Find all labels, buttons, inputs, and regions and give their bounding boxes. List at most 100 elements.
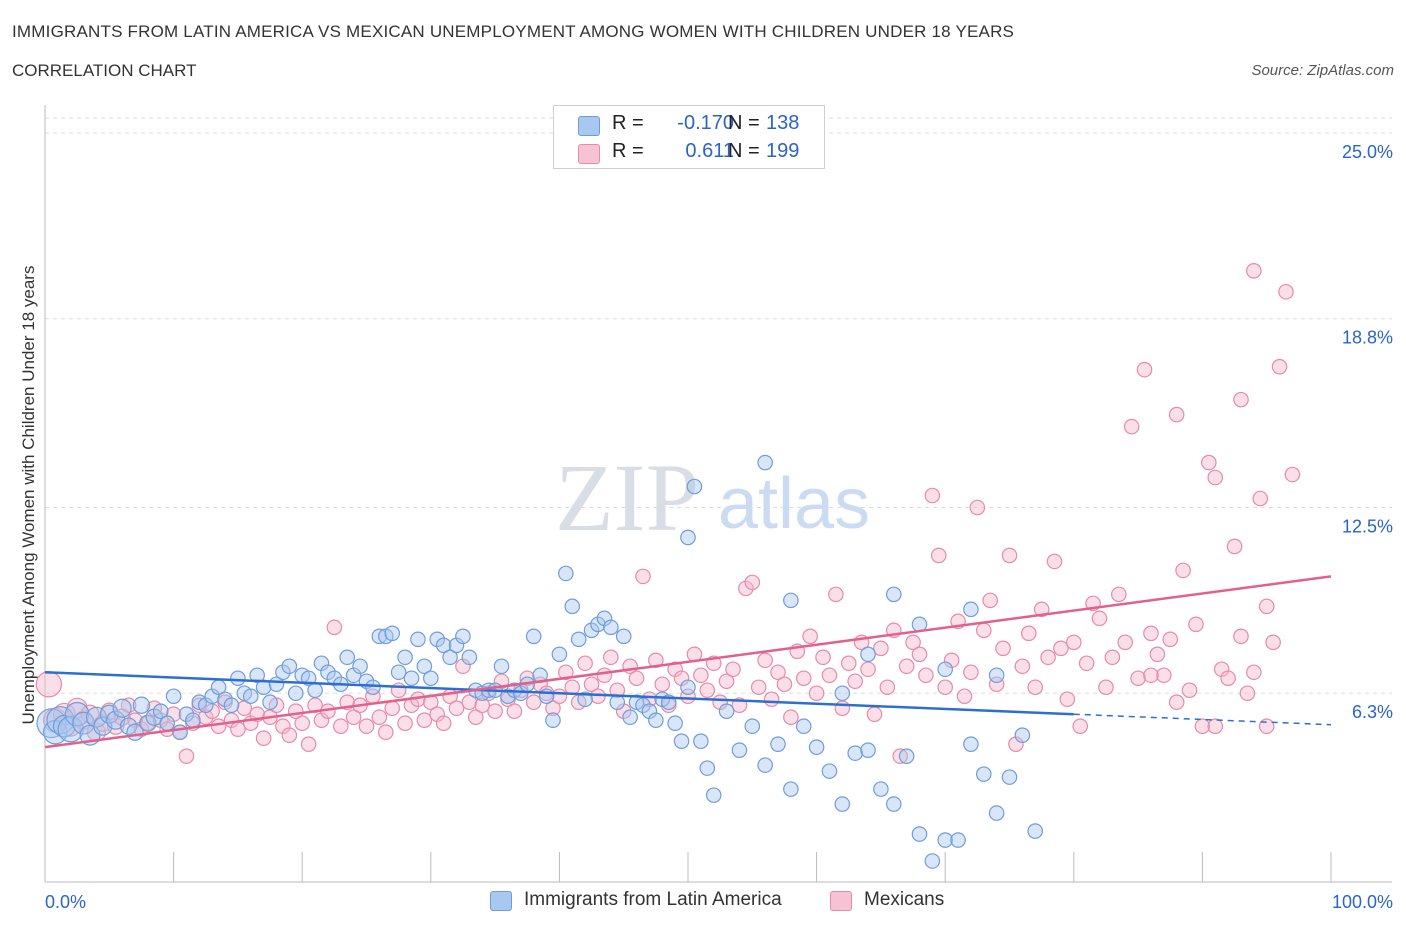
data-point xyxy=(885,796,902,812)
data-point xyxy=(525,694,542,711)
data-point xyxy=(429,631,446,648)
data-point xyxy=(112,698,132,718)
data-point xyxy=(770,736,786,752)
data-point xyxy=(35,671,63,698)
data-point xyxy=(1059,691,1076,708)
data-point xyxy=(686,478,703,495)
data-point xyxy=(500,688,516,705)
data-point xyxy=(564,679,581,696)
data-point xyxy=(416,658,433,675)
data-point xyxy=(583,622,600,639)
data-point xyxy=(461,694,478,711)
data-point xyxy=(403,670,420,687)
data-point xyxy=(455,628,471,645)
data-point xyxy=(352,658,368,675)
data-point xyxy=(1053,640,1069,657)
data-point xyxy=(1066,634,1082,651)
data-point xyxy=(448,700,465,717)
data-point xyxy=(622,709,638,726)
data-point xyxy=(281,658,298,675)
data-point xyxy=(654,676,671,693)
data-point xyxy=(410,631,426,648)
data-point xyxy=(1027,679,1044,696)
data-point xyxy=(230,721,246,737)
y-tick-labels: 6.3% 12.5% 18.8% 25.0% xyxy=(1342,142,1393,722)
data-point xyxy=(879,679,896,696)
data-point xyxy=(628,670,645,687)
data-point xyxy=(1233,391,1249,408)
y-tick-label: 18.8% xyxy=(1342,328,1393,348)
data-point xyxy=(1246,262,1262,279)
data-point xyxy=(840,655,857,672)
x-tick-label-min: 0.0% xyxy=(45,892,86,912)
data-point xyxy=(326,670,343,687)
data-point xyxy=(551,646,568,663)
data-point xyxy=(85,706,107,728)
data-point xyxy=(1188,616,1204,633)
legend-n-value: 199 xyxy=(766,140,800,162)
axes xyxy=(44,105,1392,883)
data-point xyxy=(911,826,928,842)
data-point xyxy=(255,730,272,746)
stats-legend: R = -0.170 N = 138 R = 0.611 N = 199 xyxy=(553,105,825,169)
data-point xyxy=(1246,664,1262,681)
data-point xyxy=(603,619,619,636)
data-point xyxy=(1239,685,1256,702)
data-point xyxy=(1226,538,1243,555)
data-point xyxy=(795,670,812,687)
data-point xyxy=(1027,823,1044,839)
data-point xyxy=(294,715,310,732)
source-credit: Source: ZipAtlas.com xyxy=(1251,62,1394,79)
data-point xyxy=(1233,628,1249,645)
data-point xyxy=(860,742,876,758)
data-point xyxy=(680,529,696,546)
data-point xyxy=(1207,718,1224,735)
data-point xyxy=(210,718,227,735)
data-point xyxy=(866,706,883,723)
data-point xyxy=(821,667,838,684)
data-point xyxy=(1001,769,1018,785)
data-point xyxy=(603,649,619,666)
data-point xyxy=(892,748,908,764)
data-point xyxy=(384,625,401,642)
data-point xyxy=(1001,547,1018,564)
data-point xyxy=(635,697,651,714)
data-point xyxy=(119,717,138,735)
trend-lines xyxy=(44,575,1332,749)
data-point xyxy=(828,586,844,603)
data-point xyxy=(898,748,915,764)
data-point xyxy=(950,832,966,848)
data-point xyxy=(558,664,574,681)
data-point xyxy=(1046,553,1063,570)
data-point xyxy=(390,664,407,681)
legend-swatch-pink xyxy=(578,144,600,164)
data-point xyxy=(339,649,356,666)
data-point xyxy=(705,787,722,803)
data-point xyxy=(570,631,587,648)
data-point xyxy=(1033,601,1050,618)
data-point xyxy=(757,652,773,669)
data-point xyxy=(139,714,157,732)
data-point xyxy=(132,696,151,714)
data-point xyxy=(545,700,561,717)
data-point xyxy=(120,697,137,714)
data-point xyxy=(152,703,169,720)
data-point xyxy=(371,709,388,726)
data-point xyxy=(1117,634,1134,651)
data-point xyxy=(1278,283,1294,300)
data-point xyxy=(757,454,773,471)
data-point xyxy=(1143,625,1159,642)
data-point xyxy=(1201,454,1217,471)
data-point xyxy=(577,655,593,672)
data-point xyxy=(197,709,214,726)
data-point xyxy=(783,592,799,609)
data-point xyxy=(924,853,941,869)
data-point xyxy=(185,712,201,729)
data-point xyxy=(783,709,799,726)
legend-label: Mexicans xyxy=(864,889,945,910)
data-point xyxy=(609,682,626,699)
data-point xyxy=(435,637,452,654)
legend-n-label: N = xyxy=(728,112,760,134)
data-point xyxy=(242,688,259,705)
data-point xyxy=(371,628,388,645)
